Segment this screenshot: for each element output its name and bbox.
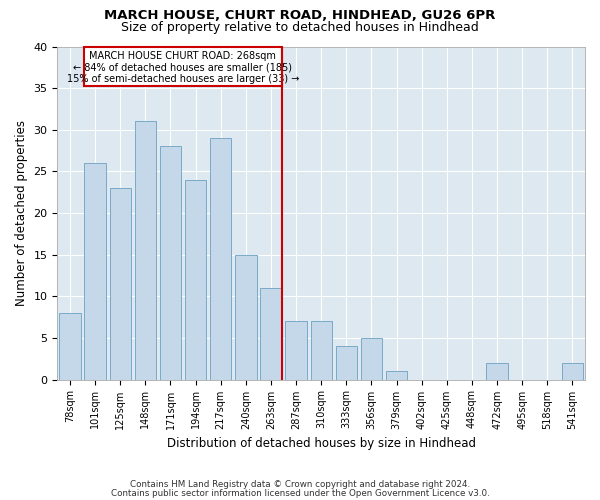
Text: Contains public sector information licensed under the Open Government Licence v3: Contains public sector information licen…: [110, 489, 490, 498]
Bar: [562, 363, 583, 380]
Bar: [59, 313, 80, 380]
Bar: [134, 122, 156, 380]
Text: MARCH HOUSE CHURT ROAD: 268sqm: MARCH HOUSE CHURT ROAD: 268sqm: [89, 50, 276, 60]
Text: Size of property relative to detached houses in Hindhead: Size of property relative to detached ho…: [121, 21, 479, 34]
FancyBboxPatch shape: [84, 46, 281, 86]
Bar: [210, 138, 232, 380]
Bar: [335, 346, 357, 380]
Y-axis label: Number of detached properties: Number of detached properties: [15, 120, 28, 306]
Bar: [110, 188, 131, 380]
Bar: [286, 322, 307, 380]
Bar: [386, 371, 407, 380]
Text: Contains HM Land Registry data © Crown copyright and database right 2024.: Contains HM Land Registry data © Crown c…: [130, 480, 470, 489]
Bar: [85, 163, 106, 380]
X-axis label: Distribution of detached houses by size in Hindhead: Distribution of detached houses by size …: [167, 437, 476, 450]
Bar: [160, 146, 181, 380]
Bar: [185, 180, 206, 380]
Bar: [487, 363, 508, 380]
Bar: [361, 338, 382, 380]
Bar: [260, 288, 281, 380]
Bar: [311, 322, 332, 380]
Text: 15% of semi-detached houses are larger (33) →: 15% of semi-detached houses are larger (…: [67, 74, 299, 84]
Text: ← 84% of detached houses are smaller (185): ← 84% of detached houses are smaller (18…: [73, 62, 292, 72]
Text: MARCH HOUSE, CHURT ROAD, HINDHEAD, GU26 6PR: MARCH HOUSE, CHURT ROAD, HINDHEAD, GU26 …: [104, 9, 496, 22]
Bar: [235, 254, 257, 380]
